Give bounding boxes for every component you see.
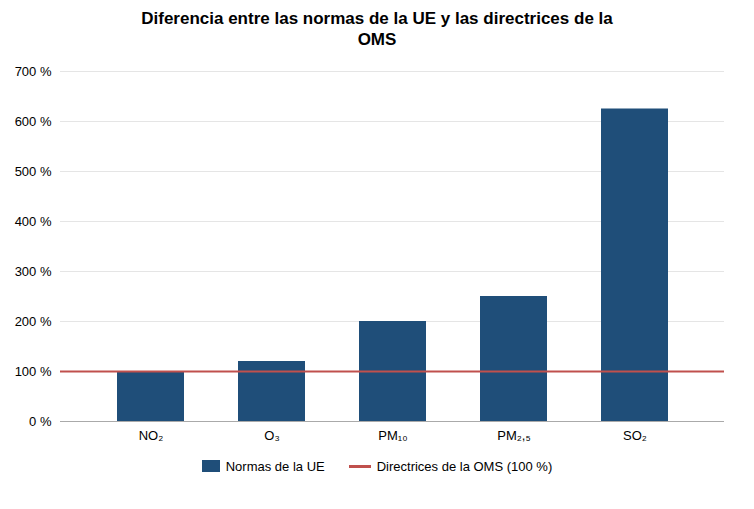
svg-text:500 %: 500 %	[15, 163, 52, 178]
html-text:Diferencia entre las normas de: Diferencia entre las normas de la UE y l…	[141, 9, 613, 50]
svg-text:0 %: 0 %	[29, 413, 52, 428]
html-text:Normas de la UE: Normas de la UE	[225, 458, 325, 474]
svg-text:NO₂: NO₂	[139, 427, 164, 442]
html-text:Directrices de la OMS (100 %): Directrices de la OMS (100 %)	[376, 458, 553, 474]
svg-text:O₃: O₃	[264, 427, 279, 442]
svg-text:600 %: 600 %	[15, 113, 52, 128]
svg-text:100 %: 100 %	[15, 363, 52, 378]
svg-text:PM₂,₅: PM₂,₅	[497, 427, 530, 442]
svg-text:400 %: 400 %	[15, 213, 52, 228]
svg-text:300 %: 300 %	[15, 263, 52, 278]
svg-text:700 %: 700 %	[15, 63, 52, 78]
svg-text:200 %: 200 %	[15, 313, 52, 328]
svg-text:PM₁₀: PM₁₀	[378, 427, 407, 442]
svg-text:SO₂: SO₂	[623, 427, 647, 442]
